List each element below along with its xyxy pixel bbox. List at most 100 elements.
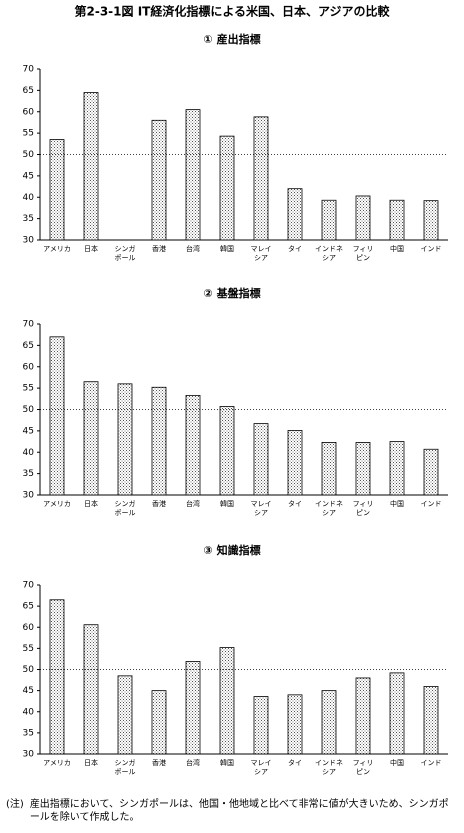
note: (注) 産出指標において、シンガポールは、他国・他地域と比べて非常に値が大きいた… (6, 798, 456, 824)
chart-subtitle: ③ 知識指標 (203, 543, 260, 557)
y-tick-label: 30 (23, 750, 35, 760)
bar (355, 677, 371, 755)
y-tick-label: 65 (23, 602, 34, 612)
y-tick-label: 50 (23, 665, 35, 675)
y-tick-label: 35 (23, 214, 34, 224)
bar (185, 109, 201, 241)
bar (83, 624, 99, 755)
bar (151, 386, 167, 496)
x-tick-label: 中国 (390, 245, 404, 253)
x-tick-label: アメリカ (43, 245, 71, 253)
bar (321, 442, 337, 496)
bar (219, 135, 235, 241)
x-tick-label: インド (420, 500, 442, 508)
y-tick-label: 70 (23, 581, 35, 591)
x-tick-label: インド (420, 759, 442, 767)
y-tick-label: 40 (23, 707, 35, 717)
bar (287, 694, 303, 755)
bar (287, 188, 303, 241)
x-tick-label: 香港 (152, 500, 166, 508)
y-tick-label: 60 (23, 362, 35, 372)
bar (389, 199, 405, 241)
bar (355, 195, 371, 241)
bar (185, 661, 201, 755)
x-tick-label: 台湾 (186, 500, 200, 508)
bar (321, 199, 337, 241)
x-tick-label: タイ (288, 245, 302, 253)
x-tick-label: 韓国 (220, 245, 234, 253)
bar (83, 92, 99, 241)
y-tick-label: 50 (23, 150, 35, 160)
x-tick-label: 台湾 (186, 759, 200, 767)
y-tick-label: 55 (23, 644, 34, 654)
bar (321, 690, 337, 755)
x-tick-label: 日本 (84, 500, 98, 508)
bar (151, 690, 167, 755)
x-tick-label: 日本 (84, 245, 98, 253)
x-tick-label: 中国 (390, 759, 404, 767)
bar (49, 139, 65, 241)
bar (287, 430, 303, 496)
y-tick-label: 60 (23, 623, 35, 633)
x-tick-label: フィリ ピン (352, 759, 374, 776)
x-tick-label: インドネ シア (315, 245, 343, 262)
bar (185, 394, 201, 496)
y-tick-label: 30 (23, 491, 35, 501)
y-tick-label: 60 (23, 107, 35, 117)
bar (83, 381, 99, 496)
y-tick-label: 35 (23, 469, 34, 479)
bar (253, 696, 269, 755)
x-tick-label: シンガ ポール (114, 500, 136, 517)
x-tick-label: マレイ シア (250, 759, 272, 776)
bar (219, 406, 235, 496)
y-tick-label: 45 (23, 426, 34, 436)
bar (117, 383, 133, 496)
y-tick-label: 30 (23, 236, 35, 246)
bar (117, 675, 133, 755)
note-label: (注) (6, 799, 24, 810)
page-title: 第2-3-1図 IT経済化指標による米国、日本、アジアの比較 (75, 4, 391, 19)
x-tick-label: タイ (288, 759, 302, 767)
y-tick-label: 65 (23, 341, 34, 351)
x-tick-label: マレイ シア (250, 500, 272, 517)
x-tick-label: アメリカ (43, 759, 71, 767)
bar (423, 686, 439, 755)
x-tick-label: 中国 (390, 500, 404, 508)
x-tick-label: マレイ シア (250, 245, 272, 262)
x-tick-label: 韓国 (220, 500, 234, 508)
y-tick-label: 65 (23, 86, 34, 96)
x-tick-label: フィリ ピン (352, 500, 374, 517)
y-tick-label: 70 (23, 65, 35, 75)
bar (355, 442, 371, 496)
chart-subtitle: ② 基盤指標 (203, 286, 260, 300)
x-tick-label: 台湾 (186, 245, 200, 253)
y-tick-label: 40 (23, 193, 35, 203)
y-tick-label: 45 (23, 686, 34, 696)
x-tick-label: インドネ シア (315, 759, 343, 776)
y-tick-label: 55 (23, 129, 34, 139)
bar (423, 448, 439, 496)
y-tick-label: 50 (23, 405, 35, 415)
y-tick-label: 35 (23, 728, 34, 738)
x-tick-label: 香港 (152, 245, 166, 253)
bar (219, 647, 235, 755)
bar (151, 119, 167, 241)
chart-subtitle: ① 産出指標 (203, 32, 260, 46)
y-tick-label: 40 (23, 448, 35, 458)
x-tick-label: シンガ ポール (114, 759, 136, 776)
bar (253, 423, 269, 496)
x-tick-label: タイ (288, 500, 302, 508)
y-tick-label: 70 (23, 320, 35, 330)
bar (423, 200, 439, 241)
bar (49, 336, 65, 496)
x-tick-label: インド (420, 245, 442, 253)
x-tick-label: インドネ シア (315, 500, 343, 517)
note-text: 産出指標において、シンガポールは、他国・他地域と比べて非常に値が大きいため、シン… (29, 799, 449, 823)
x-tick-label: 韓国 (220, 759, 234, 767)
x-tick-label: フィリ ピン (352, 245, 374, 262)
x-tick-label: 日本 (84, 759, 98, 767)
bar (389, 672, 405, 755)
x-tick-label: アメリカ (43, 500, 71, 508)
